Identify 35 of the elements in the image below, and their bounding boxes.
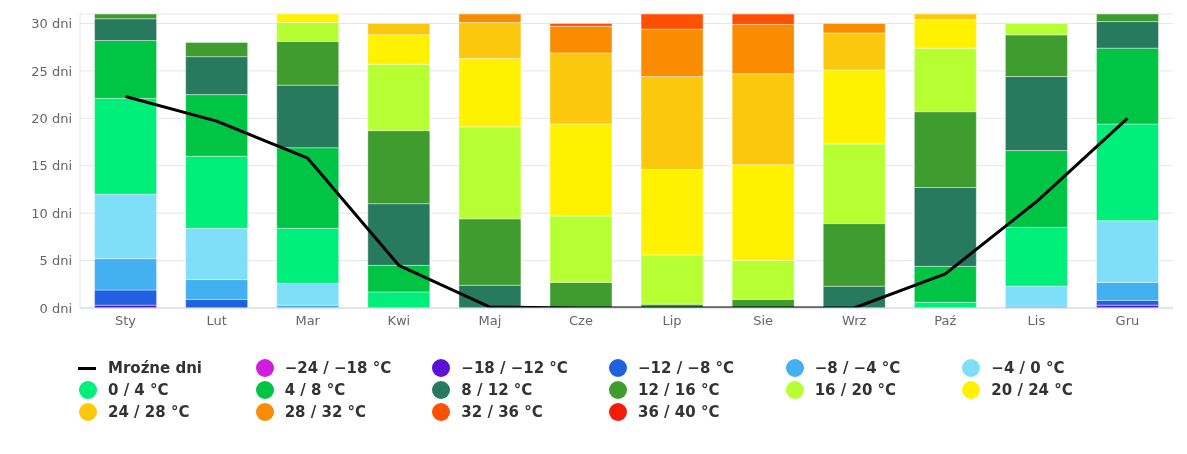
y-tick-label: 15 dni [31,158,72,174]
x-tick-label: Kwi [387,313,411,329]
legend-label: −12 / −8 °C [638,359,735,377]
y-tick-label: 30 dni [31,16,72,32]
x-tick-label: Sie [753,313,774,329]
x-tick-label: Lip [662,313,682,329]
x-tick-label: Maj [478,313,502,329]
x-tick-label: Mar [295,313,321,329]
legend-label: Mroźne dni [108,359,202,377]
legend-label: −24 / −18 °C [284,359,392,377]
legend-label: 16 / 20 °C [814,381,897,399]
legend-label: 20 / 24 °C [991,381,1073,399]
legend-label: 28 / 32 °C [284,403,367,421]
y-tick-label: 5 dni [39,253,72,269]
legend-label: −8 / −4 °C [814,359,901,377]
legend-label: 4 / 8 °C [284,381,346,399]
legend-label: 0 / 4 °C [108,381,169,399]
y-tick-label: 20 dni [31,110,72,126]
x-tick-label: Sty [115,313,137,329]
legend-label: 32 / 36 °C [461,403,543,421]
legend-label: −4 / 0 °C [991,359,1065,377]
y-tick-label: 10 dni [31,205,72,221]
legend-label: 12 / 16 °C [638,381,720,399]
legend-label: −18 / −12 °C [461,359,568,377]
y-tick-label: 0 dni [39,300,72,316]
legend-label: 36 / 40 °C [638,403,720,421]
y-tick-label: 25 dni [31,63,72,79]
x-tick-label: Gru [1115,313,1140,329]
x-tick-label: Lis [1027,313,1046,329]
legend-label: 8 / 12 °C [461,381,533,399]
x-tick-label: Wrz [841,313,867,329]
x-tick-label: Paź [934,313,957,329]
x-tick-label: Cze [569,313,593,329]
x-tick-label: Lut [206,313,227,329]
legend-label: 24 / 28 °C [108,403,190,421]
